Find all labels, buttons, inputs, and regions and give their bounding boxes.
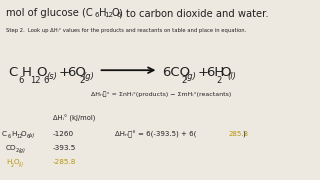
- Text: 2: 2: [79, 76, 84, 85]
- Text: 6: 6: [116, 12, 121, 18]
- Text: 2: 2: [217, 76, 222, 85]
- Text: O: O: [36, 66, 46, 79]
- Text: H: H: [99, 8, 106, 18]
- Text: H: H: [11, 130, 16, 136]
- Text: (g): (g): [83, 72, 94, 81]
- Text: -1260: -1260: [53, 130, 74, 136]
- Text: (l): (l): [18, 162, 23, 167]
- Text: +: +: [198, 66, 209, 79]
- Text: 6: 6: [19, 76, 24, 85]
- Text: 2: 2: [11, 163, 14, 168]
- Text: H: H: [6, 159, 11, 165]
- Text: (g): (g): [19, 148, 25, 153]
- Text: 2: 2: [181, 76, 186, 85]
- Text: mol of glucose (C: mol of glucose (C: [6, 8, 93, 18]
- Text: (s): (s): [47, 72, 58, 81]
- Text: ): ): [242, 130, 245, 137]
- Text: CO: CO: [6, 145, 16, 151]
- Text: O: O: [13, 159, 19, 165]
- Text: 12: 12: [104, 12, 113, 18]
- Text: C: C: [2, 130, 7, 136]
- Text: ΔHᵣᵢᵯ° = ΣnHᵢ°(products) − ΣmHᵢ°(reactants): ΔHᵣᵢᵯ° = ΣnHᵢ°(products) − ΣmHᵢ°(reactan…: [91, 92, 231, 97]
- Text: 285.8: 285.8: [228, 130, 248, 136]
- Text: 6CO: 6CO: [163, 66, 191, 79]
- Text: 12: 12: [30, 76, 41, 85]
- Text: O: O: [111, 8, 119, 18]
- Text: +: +: [58, 66, 69, 79]
- Text: (s): (s): [29, 133, 35, 138]
- Text: ) to carbon dioxide and water.: ) to carbon dioxide and water.: [119, 8, 268, 18]
- Text: (l): (l): [227, 72, 236, 81]
- Text: 6: 6: [26, 134, 29, 139]
- Text: ΔHᵢ° (kJ/mol): ΔHᵢ° (kJ/mol): [53, 114, 95, 122]
- Text: 6H: 6H: [206, 66, 225, 79]
- Text: 6: 6: [94, 12, 99, 18]
- Text: C: C: [8, 66, 17, 79]
- Text: H: H: [22, 66, 32, 79]
- Text: 6: 6: [8, 134, 11, 139]
- Text: (g): (g): [184, 72, 196, 81]
- Text: O: O: [220, 66, 230, 79]
- Text: -393.5: -393.5: [53, 145, 76, 151]
- Text: -285.8: -285.8: [53, 159, 76, 165]
- Text: Step 2.  Look up ΔHᵢ° values for the products and reactants on table and place i: Step 2. Look up ΔHᵢ° values for the prod…: [6, 28, 247, 33]
- Text: 6: 6: [43, 76, 49, 85]
- Text: O: O: [21, 130, 27, 136]
- Text: 6O: 6O: [67, 66, 86, 79]
- Text: 2: 2: [16, 148, 19, 154]
- Text: 12: 12: [17, 134, 23, 139]
- Text: ΔHᵣᵢᵯ° = 6(-393.5) + 6(: ΔHᵣᵢᵯ° = 6(-393.5) + 6(: [115, 130, 196, 138]
